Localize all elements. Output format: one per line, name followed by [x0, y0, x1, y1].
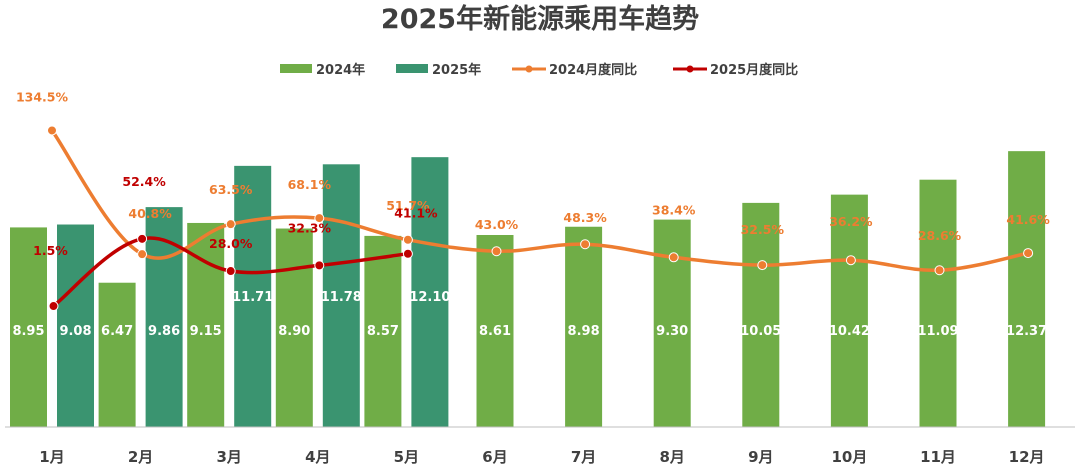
label-2024-yoy-6: 43.0% [475, 217, 519, 232]
x-tick-10: 10月 [831, 448, 867, 466]
bar-label-2024-1: 8.95 [12, 324, 44, 339]
bar-label-2025-4: 11.78 [321, 290, 362, 305]
x-tick-11: 11月 [920, 448, 956, 466]
point-2024-yoy-8 [668, 252, 679, 263]
legend-swatch-1 [280, 64, 312, 73]
bar-label-2024-5: 8.57 [367, 324, 399, 339]
label-2024-yoy-12: 41.6% [1006, 212, 1050, 227]
point-2024-yoy-2 [137, 249, 148, 260]
bar-2024-4 [275, 228, 313, 427]
bar-label-2024-10: 10.42 [829, 324, 870, 339]
x-tick-3: 3月 [216, 448, 241, 466]
x-tick-2: 2月 [128, 448, 153, 466]
point-2025-yoy-2 [137, 233, 148, 244]
point-2024-yoy-1 [47, 125, 57, 136]
bar-2025-4 [322, 164, 360, 427]
point-2024-yoy-10 [845, 255, 856, 266]
legend-label-4: 2025月度同比 [710, 62, 798, 78]
label-2024-yoy-3: 63.5% [209, 182, 253, 197]
legend-item-2: 2025年 [396, 62, 481, 78]
x-tick-6: 6月 [482, 448, 507, 466]
point-2024-yoy-4 [314, 213, 325, 224]
label-2025-yoy-4: 32.3% [288, 220, 332, 235]
label-2025-yoy-2: 52.4% [122, 174, 166, 189]
bar-label-2024-4: 8.90 [278, 324, 310, 339]
legend-label-1: 2024年 [316, 62, 365, 78]
bar-label-2025-3: 11.71 [232, 290, 273, 305]
x-tick-9: 9月 [748, 448, 773, 466]
label-2024-yoy-5: 51.7% [386, 198, 430, 213]
label-2025-yoy-3: 28.0% [209, 236, 253, 251]
legend-label-2: 2025年 [432, 62, 481, 78]
point-2025-yoy-5 [402, 248, 413, 259]
bar-2024-2 [98, 282, 136, 427]
bar-2024-1 [10, 227, 47, 427]
legend-swatch-2 [396, 64, 428, 73]
label-2024-yoy-4: 68.1% [288, 177, 332, 192]
bar-2025-5 [411, 157, 449, 428]
label-2024-yoy-11: 28.6% [918, 228, 962, 243]
data-labels: 8.95 9.08 6.47 9.86 9.15 11.71 8.90 11.78 8.57 12… [12, 89, 1050, 339]
bar-2024-7 [565, 226, 603, 427]
bar-label-2024-7: 8.98 [568, 324, 600, 339]
bar-label-2024-3: 9.15 [190, 324, 222, 339]
bar-2024-9 [742, 202, 780, 427]
bar-2025-1 [57, 224, 94, 427]
point-2024-yoy-11 [934, 265, 945, 276]
x-tick-1: 1月 [39, 448, 64, 466]
label-2024-yoy-9: 32.5% [741, 222, 785, 237]
point-2024-yoy-7 [580, 239, 591, 250]
x-tick-12: 12月 [1009, 448, 1045, 466]
legend-item-4: 2025月度同比 [673, 62, 798, 78]
bar-label-2024-11: 11.09 [917, 324, 958, 339]
bar-2024-11 [919, 179, 957, 427]
lines [47, 125, 1034, 312]
legend-swatch-dot-3 [525, 65, 533, 73]
bar-2024-10 [830, 194, 868, 427]
legend-swatch-dot-4 [686, 65, 694, 73]
bars [10, 151, 1046, 428]
point-2025-yoy-1 [48, 301, 59, 312]
bar-2025-3 [234, 165, 272, 427]
label-2024-yoy-8: 38.4% [652, 202, 696, 217]
label-2025-yoy-5: 41.1% [394, 206, 438, 221]
point-2024-yoy-9 [757, 260, 768, 271]
bar-label-2024-2: 6.47 [101, 324, 133, 339]
bar-2024-3 [187, 222, 225, 427]
x-tick-4: 4月 [305, 448, 330, 466]
bar-label-2025-1: 9.08 [59, 324, 91, 339]
bar-label-2024-9: 10.05 [740, 324, 781, 339]
x-tick-8: 8月 [659, 448, 684, 466]
chart-title: 2025年新能源乘用车趋势 [381, 3, 699, 35]
point-2025-yoy-4 [314, 260, 325, 271]
bar-2024-6 [476, 234, 514, 427]
legend-item-3: 2024月度同比 [512, 62, 637, 78]
point-2025-yoy-3 [225, 266, 236, 277]
label-2024-yoy-2: 40.8% [128, 206, 172, 221]
x-tick-7: 7月 [571, 448, 596, 466]
label-2025-yoy-1: 1.5% [33, 243, 68, 258]
label-2024-yoy-10: 36.2% [829, 214, 873, 229]
point-2024-yoy-12 [1023, 248, 1034, 259]
bar-label-2025-2: 9.86 [148, 324, 180, 339]
point-2024-yoy-3 [225, 219, 236, 230]
bar-2024-12 [1008, 151, 1046, 428]
x-ticks: 1月 2月 3月 4月 5月 6月 7月 8月 9月 10月 11月 12月 [39, 448, 1044, 466]
bar-label-2024-6: 8.61 [479, 324, 511, 339]
legend: 2024年 2025年 2024月度同比 2025月度同比 [280, 62, 798, 78]
legend-label-3: 2024月度同比 [549, 62, 637, 78]
bar-label-2024-8: 9.30 [656, 324, 688, 339]
bar-2024-5 [364, 235, 402, 427]
label-2024-yoy-1: 134.5% [16, 89, 69, 104]
bar-label-2025-5: 12.10 [409, 290, 450, 305]
bar-label-2024-12: 12.37 [1006, 324, 1047, 339]
legend-item-1: 2024年 [280, 62, 365, 78]
point-2024-yoy-5 [402, 234, 413, 245]
point-2024-yoy-6 [491, 246, 502, 257]
x-tick-5: 5月 [394, 448, 419, 466]
label-2024-yoy-7: 48.3% [563, 210, 607, 225]
